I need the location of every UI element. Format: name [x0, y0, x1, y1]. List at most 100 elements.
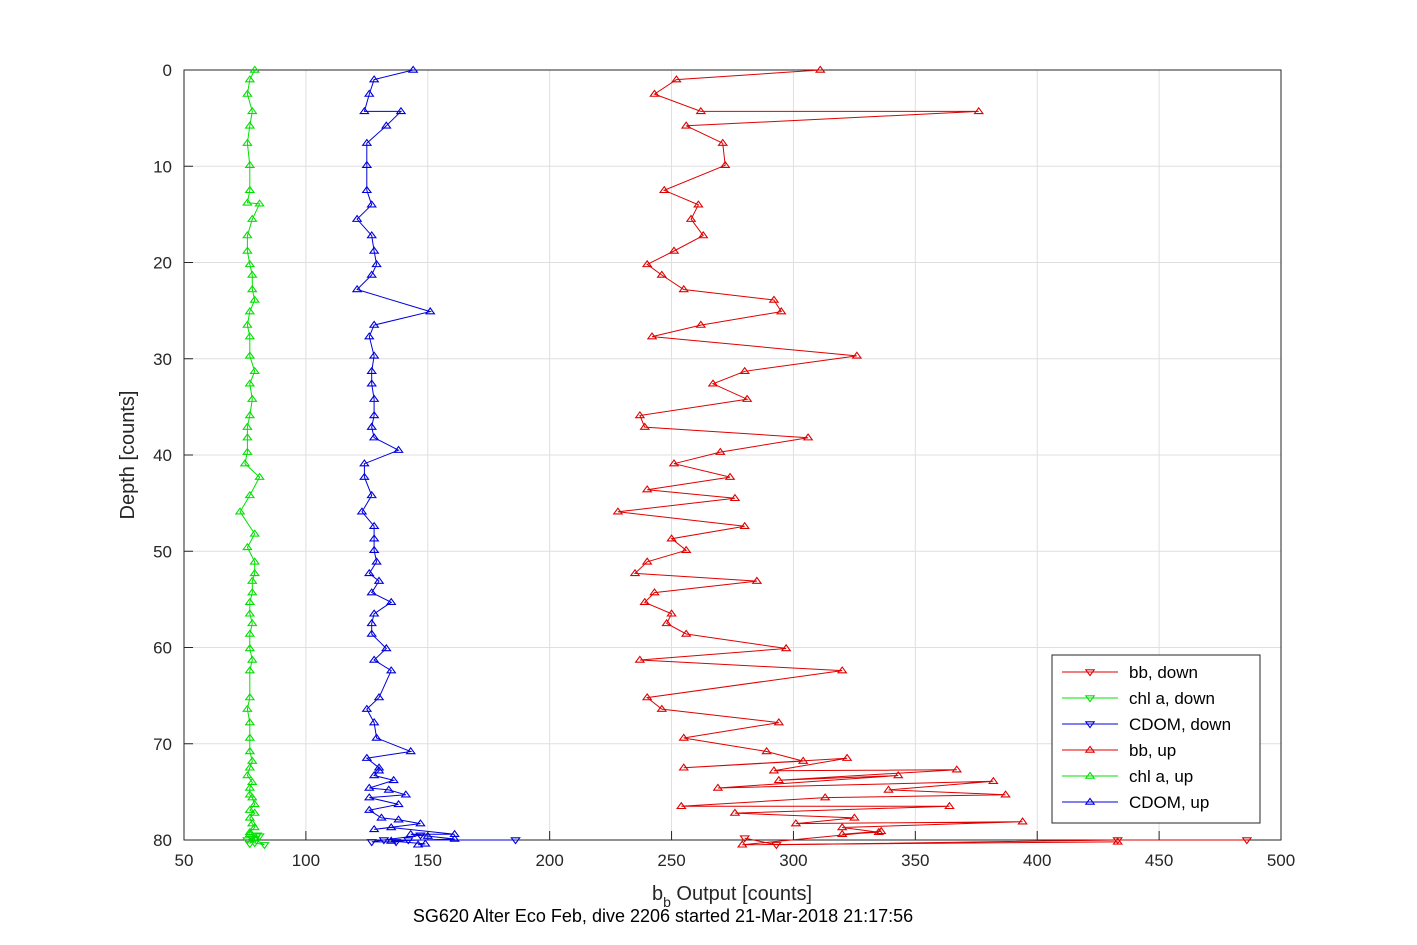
data-point — [244, 609, 256, 617]
data-point — [359, 472, 370, 480]
x-tick-label: 300 — [779, 851, 807, 870]
data-point — [680, 121, 692, 129]
x-tick-label: 250 — [657, 851, 685, 870]
data-point — [678, 763, 690, 771]
data-point — [385, 836, 397, 844]
data-point — [361, 160, 373, 169]
data-point — [393, 799, 404, 808]
data-point — [1017, 817, 1028, 825]
data-point — [244, 332, 256, 340]
data-point — [244, 813, 256, 821]
y-tick-label: 30 — [153, 350, 172, 369]
data-point — [449, 829, 460, 837]
data-point — [242, 447, 253, 455]
data-point — [242, 433, 253, 441]
chart-caption: SG620 Alter Eco Feb, dive 2206 started 2… — [413, 906, 913, 926]
data-point — [693, 200, 704, 208]
data-point — [773, 718, 785, 726]
data-point — [246, 284, 258, 293]
data-point — [773, 775, 785, 784]
data-point — [658, 185, 670, 194]
data-point — [254, 833, 265, 841]
data-point — [697, 231, 709, 239]
legend-marker — [1084, 771, 1096, 779]
data-point — [242, 198, 253, 206]
data-point — [875, 826, 887, 835]
data-point — [873, 827, 885, 836]
data-point — [246, 214, 258, 222]
data-point — [646, 332, 658, 340]
data-point — [371, 259, 382, 268]
y-tick-label: 60 — [153, 639, 172, 658]
y-tick-label: 70 — [153, 735, 172, 754]
legend-label: bb, down — [1129, 663, 1198, 682]
x-tick-label: 50 — [175, 851, 194, 870]
data-point — [944, 801, 955, 810]
data-point — [368, 545, 380, 554]
data-point — [892, 770, 904, 779]
data-point — [383, 785, 395, 793]
data-point — [244, 718, 256, 726]
data-point — [368, 609, 380, 617]
data-point — [373, 576, 385, 584]
legend-item: bb, down — [1062, 663, 1198, 682]
data-point — [366, 200, 377, 208]
data-point — [612, 507, 624, 515]
data-point — [641, 485, 653, 493]
data-point — [819, 793, 831, 801]
data-point — [246, 270, 258, 278]
data-point — [666, 534, 677, 542]
data-point — [739, 835, 750, 843]
data-point — [771, 842, 782, 850]
data-point — [246, 576, 258, 584]
data-point — [385, 666, 397, 674]
data-point — [775, 307, 787, 315]
data-point — [246, 106, 258, 115]
data-point — [814, 65, 826, 73]
legend-label: bb, up — [1129, 741, 1176, 760]
x-tick-label: 450 — [1145, 851, 1173, 870]
data-point — [378, 837, 390, 845]
data-point — [368, 351, 380, 359]
data-point — [249, 557, 260, 565]
data-point — [790, 819, 802, 827]
data-point — [368, 411, 380, 419]
data-point — [351, 284, 363, 293]
data-point — [712, 783, 724, 791]
data-point — [368, 770, 380, 779]
legend-item: CDOM, down — [1062, 715, 1231, 734]
data-point — [244, 379, 256, 387]
data-point — [361, 185, 373, 194]
data-point — [739, 521, 750, 529]
y-tick-label: 20 — [153, 254, 172, 273]
data-point — [246, 655, 258, 663]
data-point — [246, 777, 258, 785]
legend-item: CDOM, up — [1062, 793, 1209, 812]
y-tick-label: 40 — [153, 446, 172, 465]
data-point — [363, 89, 375, 97]
data-point — [685, 214, 697, 222]
data-point — [717, 138, 729, 146]
legend-item: chl a, down — [1062, 689, 1215, 708]
data-point — [239, 459, 251, 467]
data-point — [415, 819, 426, 827]
data-point — [249, 808, 260, 816]
data-point — [368, 655, 380, 663]
data-point — [244, 160, 256, 169]
legend-marker — [1084, 797, 1096, 805]
data-point — [678, 733, 690, 741]
data-point — [242, 138, 253, 146]
data-point — [242, 89, 253, 97]
data-point — [244, 307, 256, 315]
data-point — [244, 490, 256, 499]
data-point — [719, 160, 731, 169]
x-tick-label: 400 — [1023, 851, 1051, 870]
data-point — [680, 545, 692, 554]
data-point — [244, 829, 256, 837]
data-point — [678, 284, 690, 293]
data-point — [629, 568, 641, 577]
data-point — [366, 618, 377, 627]
data-point — [249, 799, 260, 808]
series-line — [356, 69, 455, 846]
